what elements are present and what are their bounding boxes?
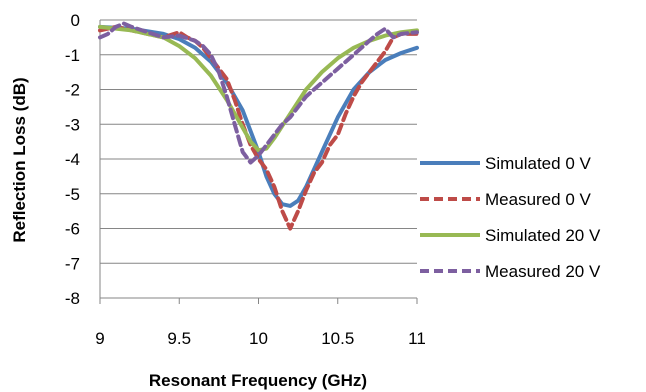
y-tick-label: -6 (65, 220, 80, 239)
y-tick-label: -4 (65, 150, 80, 169)
y-tick-label: -2 (65, 81, 80, 100)
x-tick-label: 10 (249, 329, 268, 348)
legend-label: Simulated 20 V (485, 226, 601, 245)
series-lines (98, 21, 419, 231)
series-line-1 (98, 24, 419, 208)
y-tick-labels: 0 -1 -2 -3 -4 -5 -6 -7 -8 (65, 11, 80, 308)
y-tick-label: 0 (71, 11, 80, 30)
legend-label: Measured 0 V (485, 190, 591, 209)
x-tick-label: 9.5 (167, 329, 191, 348)
y-tick-label: -1 (65, 46, 80, 65)
y-tick-label: -7 (65, 254, 80, 273)
y-tick-label: -5 (65, 185, 80, 204)
x-tick-label: 10.5 (321, 329, 354, 348)
series-line-4 (98, 21, 419, 165)
legend-label: Measured 20 V (485, 262, 601, 281)
x-tick-label: 11 (408, 329, 426, 348)
x-tick-labels: 9 9.5 10 10.5 11 (95, 298, 426, 348)
series-line-2 (98, 24, 419, 231)
y-tick-label: -3 (65, 115, 80, 134)
y-tick-label: -8 (65, 289, 80, 308)
x-tick-label: 9 (95, 329, 104, 348)
y-axis-title: Reflection Loss (dB) (10, 77, 29, 242)
legend: Simulated 0 V Measured 0 V Simulated 20 V M… (420, 154, 601, 281)
x-axis-title: Resonant Frequency (GHz) (149, 371, 367, 390)
legend-label: Simulated 0 V (485, 154, 591, 173)
gridlines (100, 19, 417, 264)
series-line-3 (98, 24, 419, 153)
